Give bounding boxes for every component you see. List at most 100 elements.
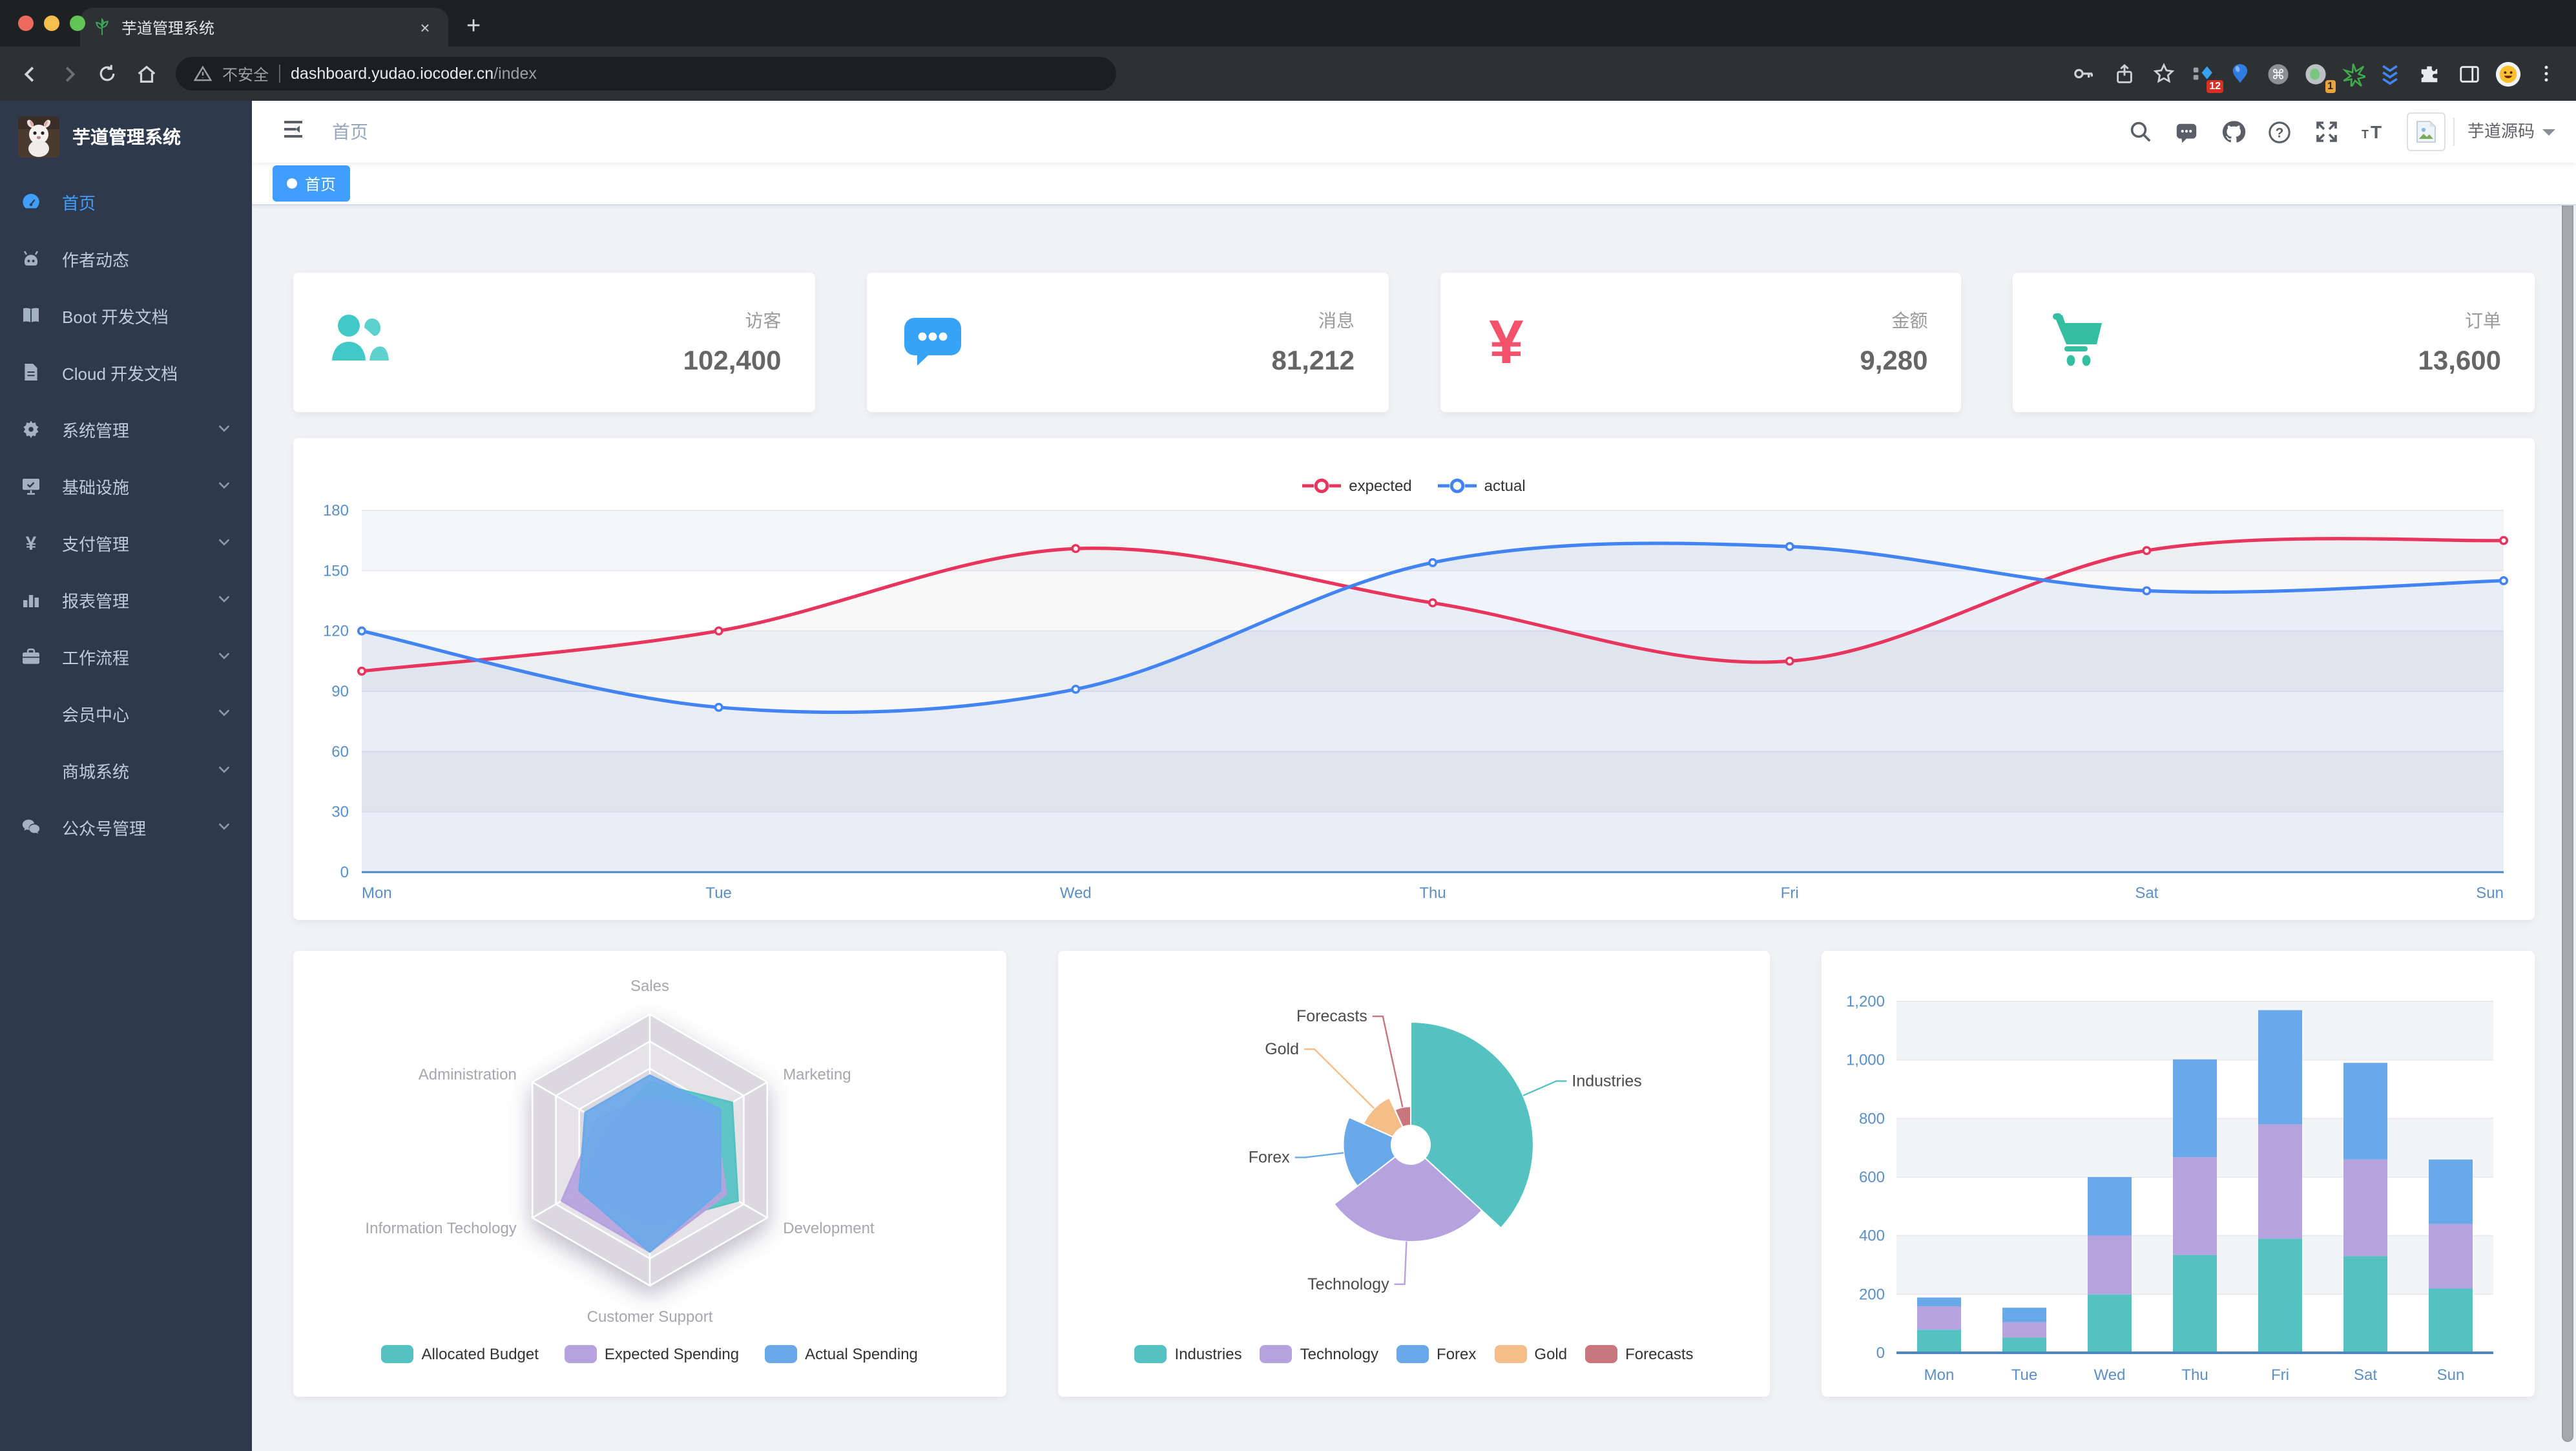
- side-panel-icon[interactable]: [2452, 57, 2486, 90]
- legend-item-actual[interactable]: actual: [1437, 477, 1526, 495]
- breadcrumb[interactable]: 首页: [332, 121, 368, 142]
- people-group-icon: [327, 308, 391, 377]
- chevron-down-icon: [217, 760, 231, 780]
- address-bar[interactable]: 不安全 dashboard.yudao.iocoder.cn/index: [176, 57, 1116, 90]
- bookmark-star-icon[interactable]: [2147, 57, 2181, 90]
- chevron-down-icon: [217, 817, 231, 837]
- warning-triangle-icon[interactable]: [194, 65, 212, 83]
- legend-item[interactable]: Technology: [1260, 1345, 1378, 1363]
- gear-icon: [21, 419, 41, 439]
- extension-green-star-icon[interactable]: [2337, 58, 2368, 89]
- home-icon[interactable]: [129, 57, 163, 90]
- sidebar-item-0[interactable]: 首页: [0, 173, 252, 230]
- svg-text:Customer Support: Customer Support: [587, 1308, 713, 1326]
- legend-item[interactable]: Allocated Budget: [381, 1345, 539, 1363]
- sidebar-toggle-icon[interactable]: [273, 116, 314, 148]
- search-icon[interactable]: [2128, 119, 2154, 145]
- extension-balloon-icon[interactable]: [2225, 58, 2256, 89]
- sidebar-item-10[interactable]: 商城系统: [0, 742, 252, 799]
- back-icon[interactable]: [13, 57, 47, 90]
- macos-traffic-lights[interactable]: [18, 16, 85, 31]
- sidebar-item-11[interactable]: 公众号管理: [0, 799, 252, 855]
- profile-emoji-avatar[interactable]: [2492, 58, 2523, 89]
- tag-home[interactable]: 首页: [273, 165, 351, 202]
- browser-menu-dots-icon[interactable]: [2529, 57, 2563, 90]
- wechat-icon: [21, 817, 41, 837]
- svg-text:Sun: Sun: [2476, 884, 2504, 902]
- user-menu[interactable]: 芋道源码: [2406, 112, 2555, 151]
- svg-text:¥: ¥: [26, 533, 37, 553]
- pie-chart-legend: Industries Technology Forex Gold Forecasts: [1057, 1345, 1770, 1363]
- extension-grid-diamond-icon[interactable]: 12: [2187, 58, 2223, 93]
- user-avatar-broken-image: [2406, 112, 2446, 151]
- svg-text:Marketing: Marketing: [783, 1066, 851, 1083]
- svg-text:T: T: [2371, 122, 2382, 142]
- svg-text:⌘: ⌘: [2271, 67, 2285, 82]
- sidebar-item-2[interactable]: Boot 开发文档: [0, 287, 252, 344]
- sidebar-item-3[interactable]: Cloud 开发文档: [0, 344, 252, 401]
- svg-text:Administration: Administration: [419, 1066, 517, 1083]
- bar-chart-icon: [21, 589, 41, 610]
- share-icon[interactable]: [2107, 57, 2141, 90]
- stat-card-1[interactable]: 消息 81,212: [866, 273, 1388, 412]
- legend-item[interactable]: Forecasts: [1585, 1345, 1694, 1363]
- close-window-icon: [18, 16, 34, 31]
- sidebar-item-9[interactable]: 会员中心: [0, 685, 252, 742]
- fullscreen-icon[interactable]: [2314, 119, 2340, 145]
- message-icon[interactable]: [2174, 119, 2200, 145]
- sidebar-item-8[interactable]: 工作流程: [0, 628, 252, 685]
- sidebar-item-1[interactable]: 作者动态: [0, 230, 252, 287]
- chevron-down-icon: [217, 533, 231, 552]
- new-tab-icon[interactable]: +: [466, 13, 481, 40]
- tab-close-icon[interactable]: ×: [420, 17, 430, 37]
- browser-tab[interactable]: 芋道管理系统 ×: [80, 8, 448, 47]
- legend-item[interactable]: Actual Spending: [765, 1345, 918, 1363]
- forward-icon[interactable]: [52, 57, 85, 90]
- dashboard-content: 访客 102,400 消息 81,212 ¥ 金额 9,280 订单 13,600 expect…: [252, 205, 2576, 1451]
- sidebar-item-6[interactable]: ¥ 支付管理: [0, 514, 252, 571]
- url-text[interactable]: dashboard.yudao.iocoder.cn/index: [291, 65, 537, 83]
- no-icon: [21, 760, 41, 780]
- bar-chart[interactable]: Mon Tue Wed Thu Fri Sat Sun 0 200 400 600 800 1,000 1…: [1822, 951, 2535, 1397]
- password-key-icon[interactable]: [2067, 57, 2101, 90]
- svg-text:0: 0: [340, 864, 349, 881]
- stat-card-0[interactable]: 访客 102,400: [293, 273, 815, 412]
- sidebar-item-5[interactable]: 基础设施: [0, 457, 252, 514]
- tag-active-dot: [287, 178, 297, 189]
- security-label[interactable]: 不安全: [222, 65, 269, 83]
- radar-chart[interactable]: Sales Administration Information Techology…: [293, 951, 1006, 1397]
- help-icon[interactable]: ?: [2267, 119, 2293, 145]
- sidebar-logo[interactable]: 芋道管理系统: [0, 101, 252, 173]
- sidebar-item-label: 支付管理: [62, 534, 130, 554]
- legend-item[interactable]: Gold: [1494, 1345, 1567, 1363]
- legend-item[interactable]: Expected Spending: [564, 1345, 739, 1363]
- extension-chevrons-icon[interactable]: [2374, 58, 2405, 89]
- reload-icon[interactable]: [90, 57, 124, 90]
- github-icon[interactable]: [2221, 119, 2247, 145]
- sidebar-item-label: 工作流程: [62, 648, 130, 667]
- chevron-down-icon: [217, 476, 231, 496]
- svg-text:Information Techology: Information Techology: [365, 1220, 516, 1237]
- line-chart[interactable]: 0 30 60 90 120 150 180 Mon Tue Wed Thu Fri Sat Sun: [293, 438, 2535, 920]
- caret-down-icon: [2542, 129, 2555, 141]
- svg-text:Thu: Thu: [1419, 884, 1446, 902]
- svg-text:Wed: Wed: [2094, 1366, 2126, 1384]
- dashboard-icon: [21, 191, 41, 212]
- extension-record-icon[interactable]: 1: [2300, 58, 2336, 93]
- svg-text:Forecasts: Forecasts: [1296, 1007, 1367, 1025]
- radar-chart-legend: Allocated Budget Expected Spending Actual …: [293, 1345, 1006, 1363]
- legend-item[interactable]: Industries: [1134, 1345, 1242, 1363]
- page-scrollbar[interactable]: [2562, 114, 2573, 1442]
- sidebar-item-4[interactable]: 系统管理: [0, 401, 252, 457]
- extensions-puzzle-icon[interactable]: [2412, 57, 2446, 90]
- pie-chart[interactable]: Industries Technology Forex Gold Forecasts: [1057, 951, 1771, 1397]
- sidebar-item-7[interactable]: 报表管理: [0, 571, 252, 628]
- stat-card-3[interactable]: 订单 13,600: [2013, 273, 2535, 412]
- sidebar-item-label: 商城系统: [62, 762, 130, 781]
- legend-item-expected[interactable]: expected: [1302, 477, 1412, 495]
- legend-item[interactable]: Forex: [1397, 1345, 1476, 1363]
- svg-text:Mon: Mon: [362, 884, 392, 902]
- stat-card-2[interactable]: ¥ 金额 9,280: [1440, 273, 1962, 412]
- extension-command-icon[interactable]: ⌘: [2262, 58, 2293, 89]
